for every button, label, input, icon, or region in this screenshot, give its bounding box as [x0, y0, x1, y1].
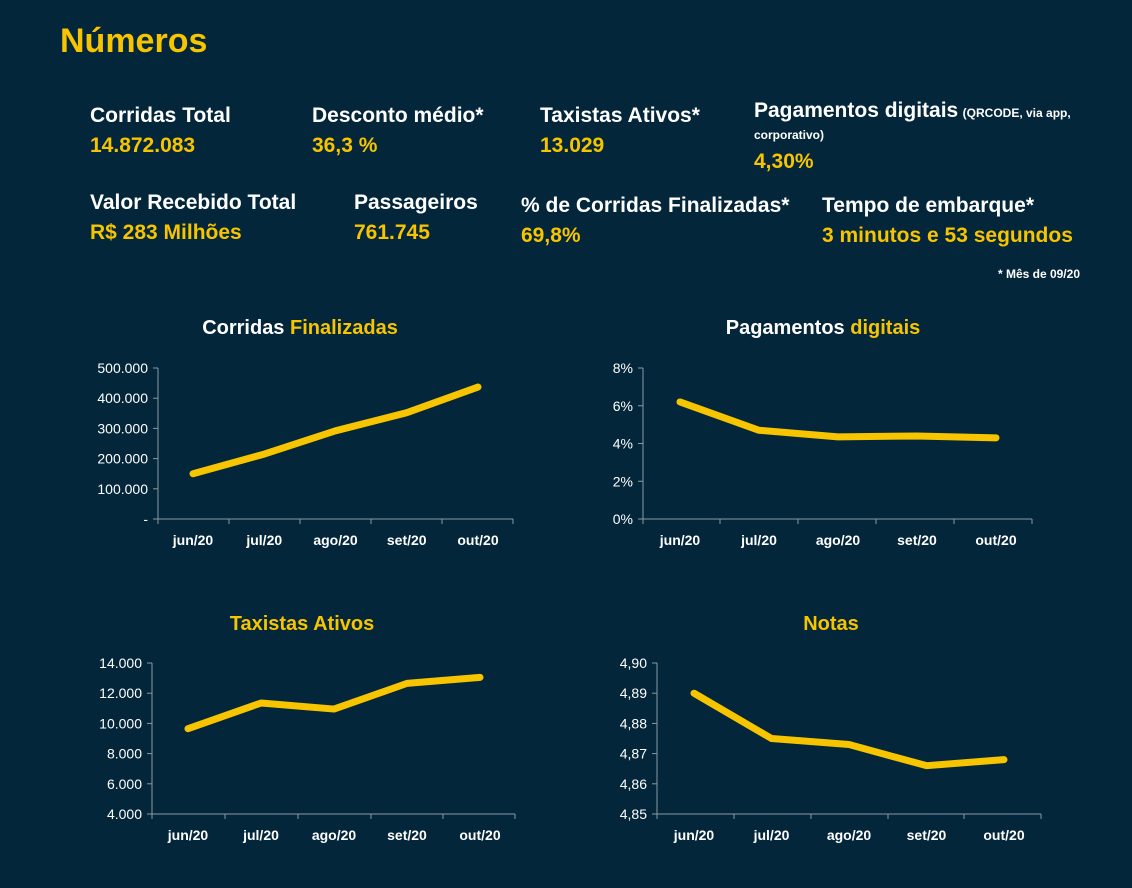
stat-label: Pagamentos digitais [754, 99, 959, 122]
x-tick-label: jun/20 [172, 532, 214, 548]
page-title: Números [60, 22, 208, 60]
x-tick-label: out/20 [457, 532, 498, 548]
y-tick-label: 10.000 [99, 715, 142, 731]
chart-title-part: Finalizadas [290, 317, 398, 339]
x-tick-label: set/20 [387, 532, 427, 548]
x-tick-label: jul/20 [245, 532, 282, 548]
y-tick-label: 0% [613, 511, 633, 527]
chart-title-part: Corridas [202, 317, 290, 339]
y-tick-label: 4,86 [620, 776, 647, 792]
y-tick-label: 12.000 [99, 685, 142, 701]
y-tick-label: 4,85 [620, 806, 647, 822]
x-tick-label: set/20 [387, 827, 427, 843]
stat-label: Corridas Total [90, 104, 231, 127]
x-tick-label: jul/20 [242, 827, 279, 843]
y-tick-label: 2% [613, 473, 633, 489]
stat-label: Taxistas Ativos* [540, 104, 700, 127]
stat-value: 13.029 [540, 134, 605, 157]
x-tick-label: out/20 [983, 827, 1024, 843]
chart-title: Notas [803, 613, 859, 635]
y-tick-label: 4,88 [620, 715, 647, 731]
chart-title: Taxistas Ativos [230, 613, 375, 635]
stat-note: (QRCODE, via app, corporativo) [754, 106, 1071, 142]
y-tick-label: 4% [613, 436, 633, 452]
x-tick-label: jun/20 [167, 827, 209, 843]
y-tick-label: - [143, 511, 148, 527]
y-tick-label: 100.000 [97, 481, 148, 497]
stat-label: % de Corridas Finalizadas* [521, 194, 790, 217]
chart-title-part: Notas [803, 613, 859, 635]
stat-value: 36,3 % [312, 134, 378, 157]
y-tick-label: 4.000 [107, 806, 142, 822]
footnote: * Mês de 09/20 [997, 267, 1080, 281]
y-tick-label: 200.000 [97, 451, 148, 467]
x-tick-label: out/20 [975, 532, 1016, 548]
x-tick-label: jun/20 [673, 827, 715, 843]
stat-value: 761.745 [354, 221, 430, 244]
stat-value: 14.872.083 [90, 134, 196, 157]
x-tick-label: ago/20 [827, 827, 872, 843]
chart-title: Corridas Finalizadas [202, 317, 398, 339]
stat-label: Passageiros [354, 191, 478, 214]
x-tick-label: set/20 [907, 827, 947, 843]
x-tick-label: out/20 [459, 827, 500, 843]
x-tick-label: set/20 [897, 532, 937, 548]
y-tick-label: 6% [613, 398, 633, 414]
chart-title: Pagamentos digitais [726, 317, 921, 339]
chart-title-part: Pagamentos [726, 317, 850, 339]
stat-corridas-total: Corridas Total 14.872.083 [90, 104, 231, 158]
y-tick-label: 8.000 [107, 746, 142, 762]
stat-desconto-medio: Desconto médio* 36,3 % [312, 104, 484, 158]
stat-tempo-embarque: Tempo de embarque* 3 minutos e 53 segund… [822, 194, 1073, 248]
y-tick-label: 6.000 [107, 776, 142, 792]
stat-valor-recebido: Valor Recebido Total R$ 283 Milhões [90, 191, 296, 245]
x-tick-label: jun/20 [659, 532, 701, 548]
stat-corridas-finalizadas: % de Corridas Finalizadas* 69,8% [521, 194, 789, 248]
stat-value: 3 minutos e 53 segundos [822, 224, 1073, 247]
stat-label: Tempo de embarque* [822, 194, 1034, 217]
y-tick-label: 14.000 [99, 655, 142, 671]
y-tick-label: 300.000 [97, 420, 148, 436]
stat-taxistas-ativos: Taxistas Ativos* 13.029 [540, 104, 700, 158]
x-tick-label: jul/20 [753, 827, 790, 843]
y-tick-label: 4,90 [620, 655, 647, 671]
stat-pagamentos-digitais: Pagamentos digitais (QRCODE, via app, co… [754, 100, 1094, 174]
y-tick-label: 500.000 [97, 360, 148, 376]
x-tick-label: ago/20 [816, 532, 861, 548]
stat-value: 4,30% [754, 150, 814, 173]
x-tick-label: ago/20 [313, 532, 358, 548]
y-tick-label: 4,89 [620, 685, 647, 701]
y-tick-label: 4,87 [620, 746, 647, 762]
stat-value: 69,8% [521, 224, 581, 247]
stat-value: R$ 283 Milhões [90, 221, 242, 244]
stat-passageiros: Passageiros 761.745 [354, 191, 478, 245]
series-line [690, 689, 1008, 770]
x-tick-label: jul/20 [740, 532, 777, 548]
y-tick-label: 400.000 [97, 390, 148, 406]
stat-label: Valor Recebido Total [90, 191, 297, 214]
chart-title-part: digitais [850, 317, 920, 339]
chart-title-part: Taxistas Ativos [230, 613, 375, 635]
x-tick-label: ago/20 [312, 827, 357, 843]
stat-label: Desconto médio* [312, 104, 484, 127]
y-tick-label: 8% [613, 360, 633, 376]
